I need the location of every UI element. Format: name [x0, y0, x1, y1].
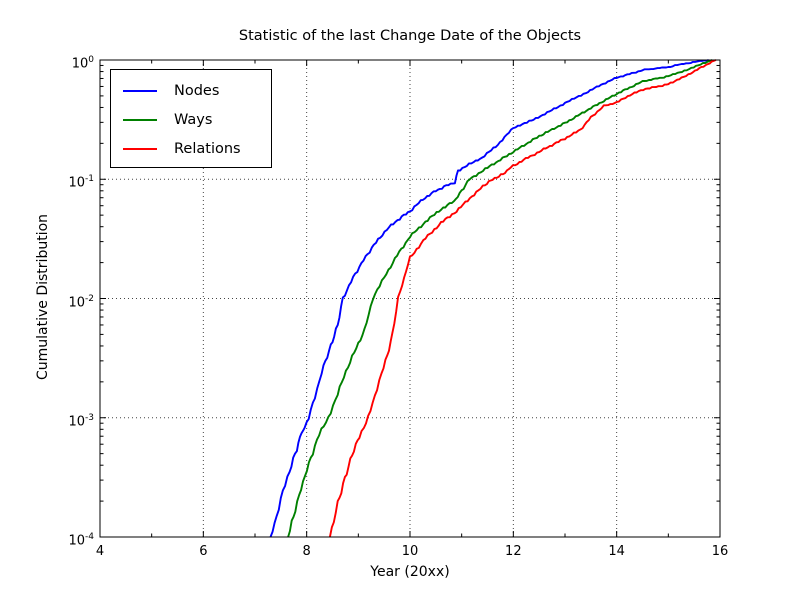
- legend-line-sample: [123, 118, 157, 121]
- x-tick-label-8: 8: [302, 544, 311, 559]
- legend-label: Relations: [174, 140, 241, 157]
- legend-line-sample: [123, 147, 157, 150]
- y-tick-label-1e-4: 10-4: [68, 532, 94, 549]
- chart-title: Statistic of the last Change Date of the…: [238, 28, 582, 44]
- x-tick-label-10: 10: [401, 544, 419, 559]
- x-tick-label-16: 16: [711, 544, 729, 559]
- series-line-nodes: [269, 59, 709, 538]
- legend-item-relations: Relations: [111, 134, 271, 163]
- legend-line-sample: [123, 89, 157, 92]
- legend-item-ways: Ways: [111, 105, 271, 134]
- legend-label: Ways: [174, 111, 213, 128]
- x-tick-label-14: 14: [608, 544, 625, 559]
- x-tick-label-4: 4: [95, 544, 105, 559]
- y-tick-label-1e-1: 10-1: [68, 174, 94, 191]
- legend-label: Nodes: [174, 82, 220, 99]
- y-tick-label-1e-3: 10-3: [68, 412, 94, 430]
- legend-item-nodes: Nodes: [111, 76, 271, 105]
- y-tick-label-1e0: 100: [71, 55, 94, 72]
- series-line-relations: [328, 59, 717, 538]
- x-tick-label-12: 12: [505, 544, 522, 559]
- x-axis-label: Year (20xx): [370, 564, 450, 580]
- legend: Nodes Ways Relations: [110, 69, 272, 168]
- x-tick-label-6: 6: [199, 544, 208, 559]
- y-tick-label-1e-2: 10-2: [68, 293, 94, 310]
- series-line-ways: [287, 59, 713, 538]
